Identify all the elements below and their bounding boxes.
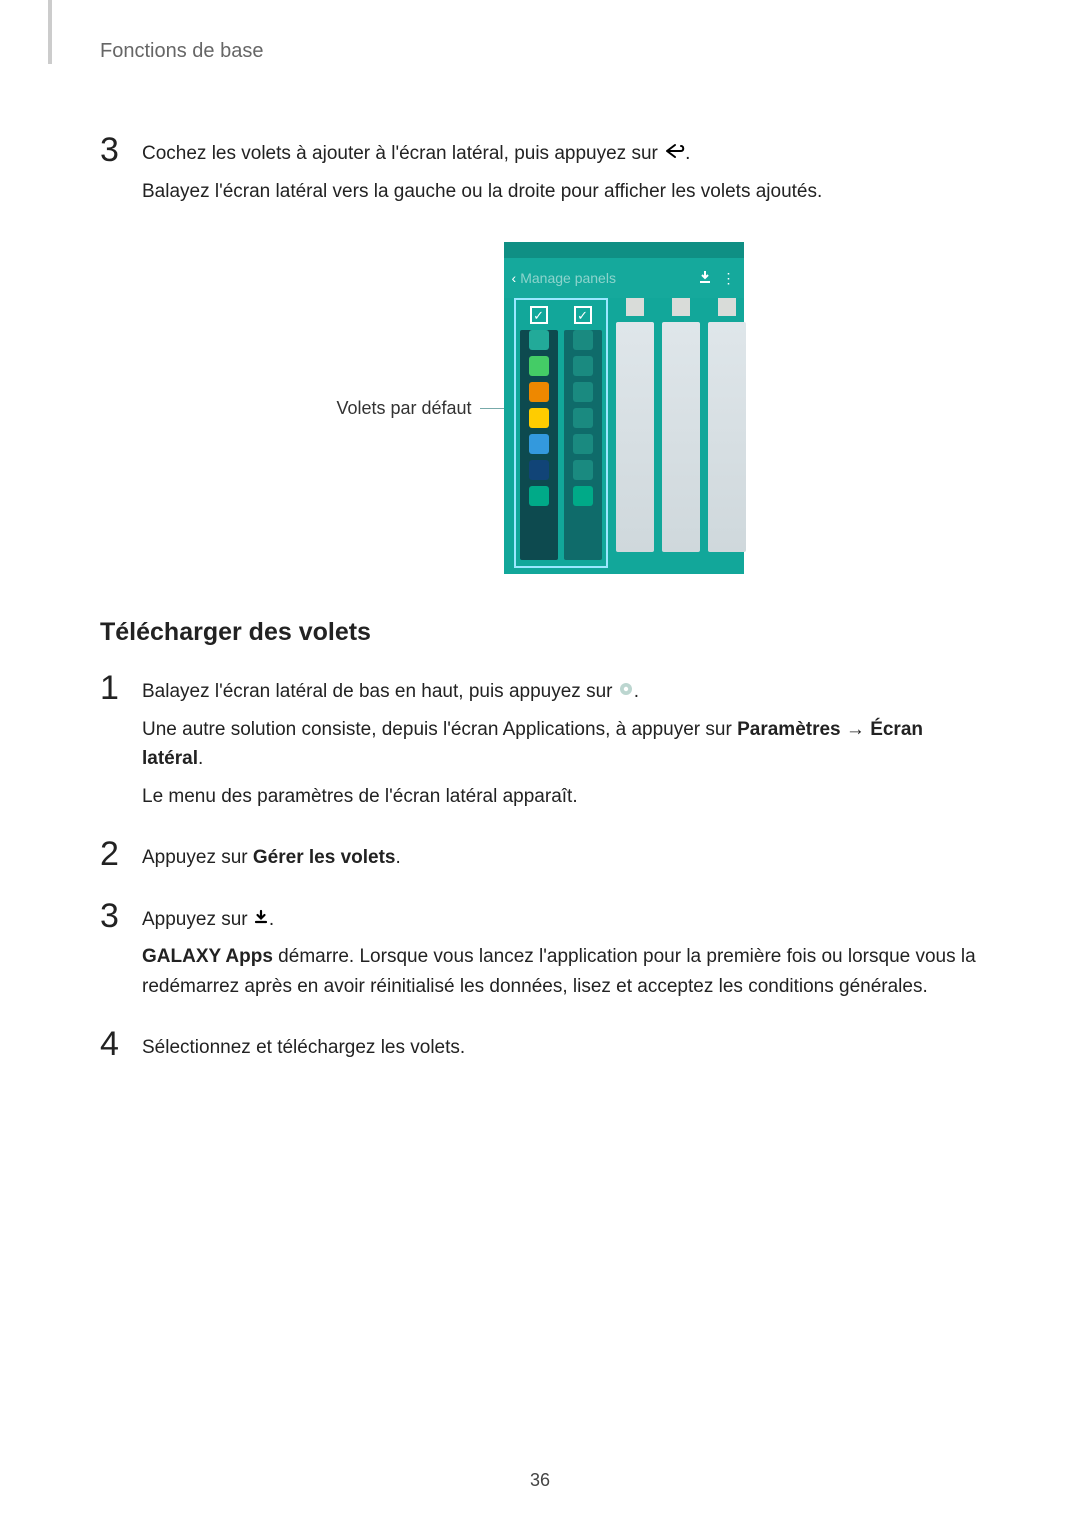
panels-row: ✓ ✓ <box>504 298 744 568</box>
tile-icon <box>573 330 593 350</box>
checkbox-icon: ✓ <box>530 306 548 324</box>
tile-icon <box>573 408 593 428</box>
step-1: 1 Balayez l'écran latéral de bas en haut… <box>100 671 980 819</box>
manual-page: Fonctions de base 3 Cochez les volets à … <box>0 0 1080 1527</box>
default-panels-highlight: ✓ ✓ <box>514 298 608 568</box>
breadcrumb: Fonctions de base <box>100 40 980 63</box>
mail-icon <box>529 408 549 428</box>
chevron-left-icon: ‹ <box>512 270 517 286</box>
tile-icon <box>573 356 593 376</box>
step-2: 2 Appuyez sur Gérer les volets. <box>100 837 980 880</box>
step-body: Appuyez sur Gérer les volets. <box>142 837 980 880</box>
pen-icon <box>529 486 549 506</box>
section-title: Télécharger des volets <box>100 618 980 647</box>
bold-text: GALAXY Apps <box>142 946 273 967</box>
back-icon <box>663 139 685 168</box>
more-icon: ⋮ <box>722 270 736 287</box>
pen-icon <box>573 486 593 506</box>
text: Appuyez sur <box>142 909 253 930</box>
text: . <box>198 748 203 769</box>
bold-text: Gérer les volets <box>253 847 396 868</box>
step-number: 3 <box>100 133 142 167</box>
phone-appbar: ‹ Manage panels ⋮ <box>504 258 744 298</box>
download-icon <box>253 905 269 934</box>
text: . <box>634 681 639 702</box>
gear-icon <box>618 677 634 706</box>
camera-icon <box>529 460 549 480</box>
panel-preview <box>662 322 700 552</box>
step-number: 4 <box>100 1027 142 1061</box>
checkbox-icon <box>626 298 644 316</box>
text: Le menu des paramètres de l'écran latéra… <box>142 782 980 811</box>
panel-col: ✓ <box>564 306 602 560</box>
phone-icon <box>529 356 549 376</box>
appbar-title: Manage panels <box>520 270 697 286</box>
text: . <box>396 847 401 868</box>
panel-col <box>616 298 654 568</box>
step-3-top: 3 Cochez les volets à ajouter à l'écran … <box>100 133 980 214</box>
text: Cochez les volets à ajouter à l'écran la… <box>142 143 663 164</box>
panel-preview <box>520 330 558 560</box>
panel-preview <box>564 330 602 560</box>
step-body: Sélectionnez et téléchargez les volets. <box>142 1027 980 1070</box>
panel-col <box>662 298 700 568</box>
text: → <box>841 719 871 740</box>
figure: Volets par défaut ‹ Manage panels ⋮ ✓ <box>100 242 980 574</box>
step-body: Balayez l'écran latéral de bas en haut, … <box>142 671 980 819</box>
contact-icon <box>529 382 549 402</box>
step-body: Appuyez sur . GALAXY Apps démarre. Lorsq… <box>142 899 980 1010</box>
tile-icon <box>573 382 593 402</box>
step-number: 2 <box>100 837 142 871</box>
text: . <box>269 909 274 930</box>
step-3: 3 Appuyez sur . GALAXY Apps démarre. Lor… <box>100 899 980 1010</box>
text: Une autre solution consiste, depuis l'éc… <box>142 719 737 740</box>
checkbox-icon: ✓ <box>574 306 592 324</box>
phone-statusbar <box>504 242 744 258</box>
globe-icon <box>529 434 549 454</box>
step-body: Cochez les volets à ajouter à l'écran la… <box>142 133 980 214</box>
panel-col <box>708 298 746 568</box>
callout-label: Volets par défaut <box>336 398 471 419</box>
tile-icon <box>573 460 593 480</box>
step-number: 3 <box>100 899 142 933</box>
star-icon <box>529 330 549 350</box>
bold-text: Paramètres <box>737 719 841 740</box>
tile-icon <box>573 434 593 454</box>
step-number: 1 <box>100 671 142 705</box>
page-number: 36 <box>0 1470 1080 1491</box>
step-4: 4 Sélectionnez et téléchargez les volets… <box>100 1027 980 1070</box>
text: Balayez l'écran latéral de bas en haut, … <box>142 681 618 702</box>
checkbox-icon <box>672 298 690 316</box>
download-icon <box>698 270 712 287</box>
checkbox-icon <box>718 298 736 316</box>
side-tab <box>48 0 52 64</box>
text: Balayez l'écran latéral vers la gauche o… <box>142 177 980 206</box>
panel-preview <box>616 322 654 552</box>
panel-preview <box>708 322 746 552</box>
text: . <box>685 143 690 164</box>
callout-line <box>480 408 504 409</box>
phone-screenshot: ‹ Manage panels ⋮ ✓ <box>504 242 744 574</box>
panel-col: ✓ <box>520 306 558 560</box>
text: Sélectionnez et téléchargez les volets. <box>142 1033 980 1062</box>
text: Appuyez sur <box>142 847 253 868</box>
